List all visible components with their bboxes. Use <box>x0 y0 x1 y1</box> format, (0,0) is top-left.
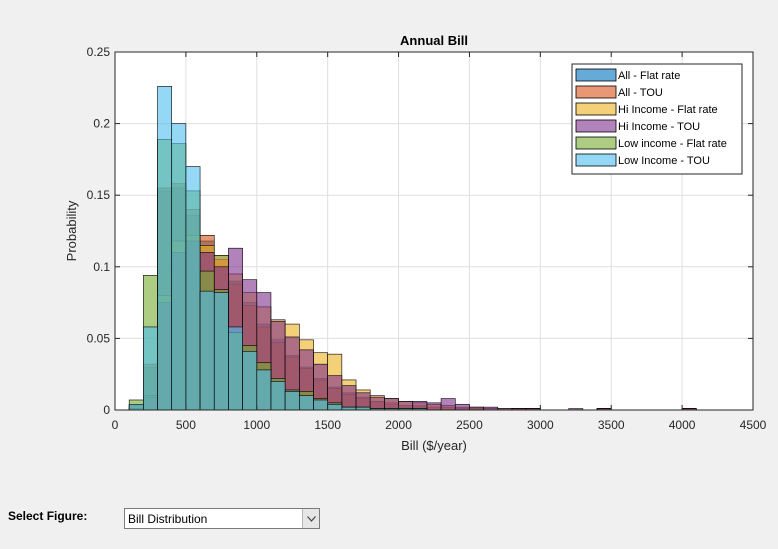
legend-swatch <box>575 153 617 167</box>
y-tick-label: 0.15 <box>87 188 111 202</box>
series-6-bars <box>128 86 428 411</box>
select-figure-label: Select Figure: <box>8 509 88 523</box>
histogram-bar <box>313 399 328 411</box>
y-tick-label: 0.2 <box>93 117 110 131</box>
x-tick-label: 4000 <box>669 418 696 432</box>
histogram-bar <box>426 402 442 411</box>
legend-swatch <box>575 119 617 133</box>
y-tick-label: 0 <box>103 403 110 417</box>
histogram-bar <box>157 86 173 411</box>
chart-title: Annual Bill <box>400 33 468 48</box>
legend-item: Low income - Flat rate <box>575 136 727 150</box>
histogram-bar <box>327 403 343 411</box>
histogram-bar <box>299 395 314 411</box>
legend-label: All - Flat rate <box>618 70 680 82</box>
histogram-bar <box>185 166 201 411</box>
chevron-down-icon[interactable] <box>302 509 319 528</box>
legend-label: Hi Income - Flat rate <box>618 104 718 116</box>
y-tick-label: 0.05 <box>87 331 111 345</box>
histogram-bar <box>213 292 229 411</box>
x-tick-label: 0 <box>112 418 119 432</box>
legend-swatch <box>575 85 617 99</box>
legend-label: Low Income - TOU <box>618 155 710 167</box>
x-tick-label: 3500 <box>598 418 625 432</box>
histogram-bar <box>284 391 300 411</box>
x-tick-label: 4500 <box>740 418 767 432</box>
legend-item: All - Flat rate <box>575 68 680 82</box>
histogram-bar <box>440 398 456 411</box>
figure-select-value: Bill Distribution <box>128 512 208 526</box>
axis-ticks: 0 500 1000 1500 2000 2500 3000 3500 4000 4500 0 0.0… <box>87 45 767 432</box>
legend-item: Hi Income - TOU <box>575 119 700 133</box>
histogram-bar <box>143 326 158 411</box>
histogram-bars <box>128 86 697 411</box>
histogram-bar <box>256 369 272 411</box>
histogram-bar <box>171 123 187 411</box>
histogram-bar <box>242 350 258 411</box>
histogram-bar <box>228 326 243 411</box>
y-tick-label: 0.1 <box>93 260 110 274</box>
y-tick-label: 0.25 <box>87 45 111 59</box>
legend-item: All - TOU <box>575 85 663 99</box>
histogram-bar <box>199 290 215 411</box>
plot-box <box>114 51 754 411</box>
y-axis-label: Probability <box>64 200 79 261</box>
x-axis-label: Bill ($/year) <box>401 438 467 453</box>
legend-swatch <box>575 136 617 150</box>
histogram-bar <box>128 403 144 411</box>
histogram-bar <box>369 396 385 411</box>
legend-swatch <box>575 68 617 82</box>
histogram-bar <box>454 403 470 411</box>
legend-label: All - TOU <box>618 87 663 99</box>
x-tick-label: 2500 <box>456 418 483 432</box>
legend-label: Low income - Flat rate <box>618 138 727 150</box>
figure-select-dropdown[interactable]: Bill Distribution <box>124 508 320 529</box>
x-tick-label: 1500 <box>314 418 341 432</box>
legend-item: Low Income - TOU <box>575 153 710 167</box>
histogram-bar <box>341 385 357 411</box>
histogram-bar <box>270 381 286 411</box>
legend-item: Hi Income - Flat rate <box>575 102 718 116</box>
x-tick-label: 500 <box>176 418 196 432</box>
legend: All - Flat rate All - TOU Hi Income - Flat… <box>571 63 743 175</box>
x-tick-label: 1000 <box>243 418 270 432</box>
x-tick-label: 3000 <box>527 418 554 432</box>
legend-label: Hi Income - TOU <box>618 121 700 133</box>
x-tick-label: 2000 <box>385 418 412 432</box>
legend-swatch <box>575 102 617 116</box>
